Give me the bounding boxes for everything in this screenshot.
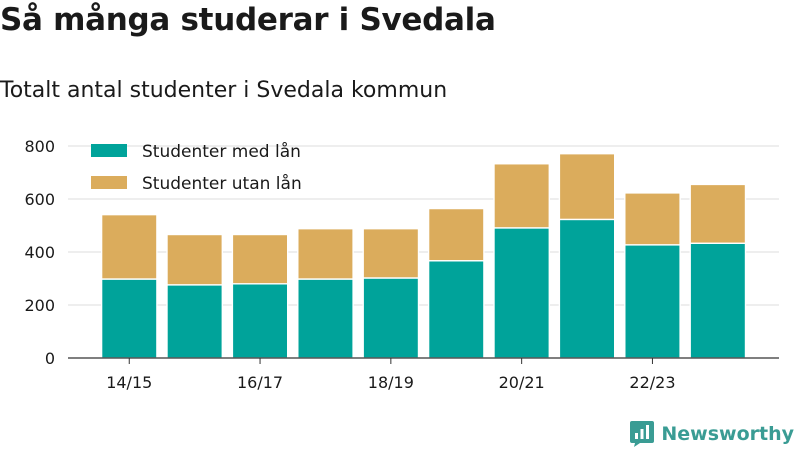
bar-utan-lan	[297, 227, 354, 280]
legend-label: Studenter med lån	[142, 141, 301, 162]
bar-med-lan	[231, 283, 289, 359]
bar-utan-lan	[231, 233, 289, 285]
legend-swatch	[91, 144, 127, 157]
brand-logo: Newsworthy	[629, 420, 794, 448]
x-tick-label: 16/17	[237, 373, 283, 392]
chart-subtitle: Totalt antal studenter i Svedala kommun	[0, 78, 448, 103]
bar-utan-lan	[689, 183, 747, 244]
bar-utan-lan	[166, 233, 223, 286]
y-tick-label: 400	[24, 243, 55, 262]
bar-med-lan	[427, 260, 485, 359]
bar-med-lan	[624, 244, 681, 359]
brand-name: Newsworthy	[661, 423, 794, 445]
x-tick-label: 20/21	[499, 373, 545, 392]
bar-med-lan	[493, 227, 550, 359]
bar-med-lan	[558, 218, 616, 359]
bar-med-lan	[689, 242, 747, 359]
bar-med-lan	[166, 284, 223, 359]
x-tick-label: 18/19	[368, 373, 414, 392]
bar-med-lan	[297, 278, 354, 359]
bar-utan-lan	[427, 207, 485, 262]
x-tick-label: 22/23	[629, 373, 675, 392]
bar-utan-lan	[624, 192, 681, 246]
bar-med-lan	[100, 278, 158, 359]
bar-utan-lan	[493, 163, 550, 229]
y-tick-label: 600	[24, 190, 55, 209]
bar-utan-lan	[362, 227, 420, 279]
y-tick-label: 0	[45, 349, 55, 368]
bar-utan-lan	[100, 213, 158, 280]
legend-swatch	[91, 176, 127, 189]
x-tick-label: 14/15	[106, 373, 152, 392]
x-axis-ticks: 14/15 16/17 18/19 20/21 22/23	[106, 358, 676, 392]
y-axis-ticks: 0 200 400 600 800	[24, 137, 55, 368]
bar-med-lan	[362, 277, 420, 359]
legend-label: Studenter utan lån	[142, 173, 302, 194]
chart-title: Så många studerar i Svedala	[0, 2, 496, 38]
bar-utan-lan	[558, 152, 616, 221]
legend: Studenter med lån Studenter utan lån	[91, 141, 302, 194]
y-tick-label: 200	[24, 296, 55, 315]
y-tick-label: 800	[24, 137, 55, 156]
newsworthy-logo-icon	[630, 421, 655, 447]
